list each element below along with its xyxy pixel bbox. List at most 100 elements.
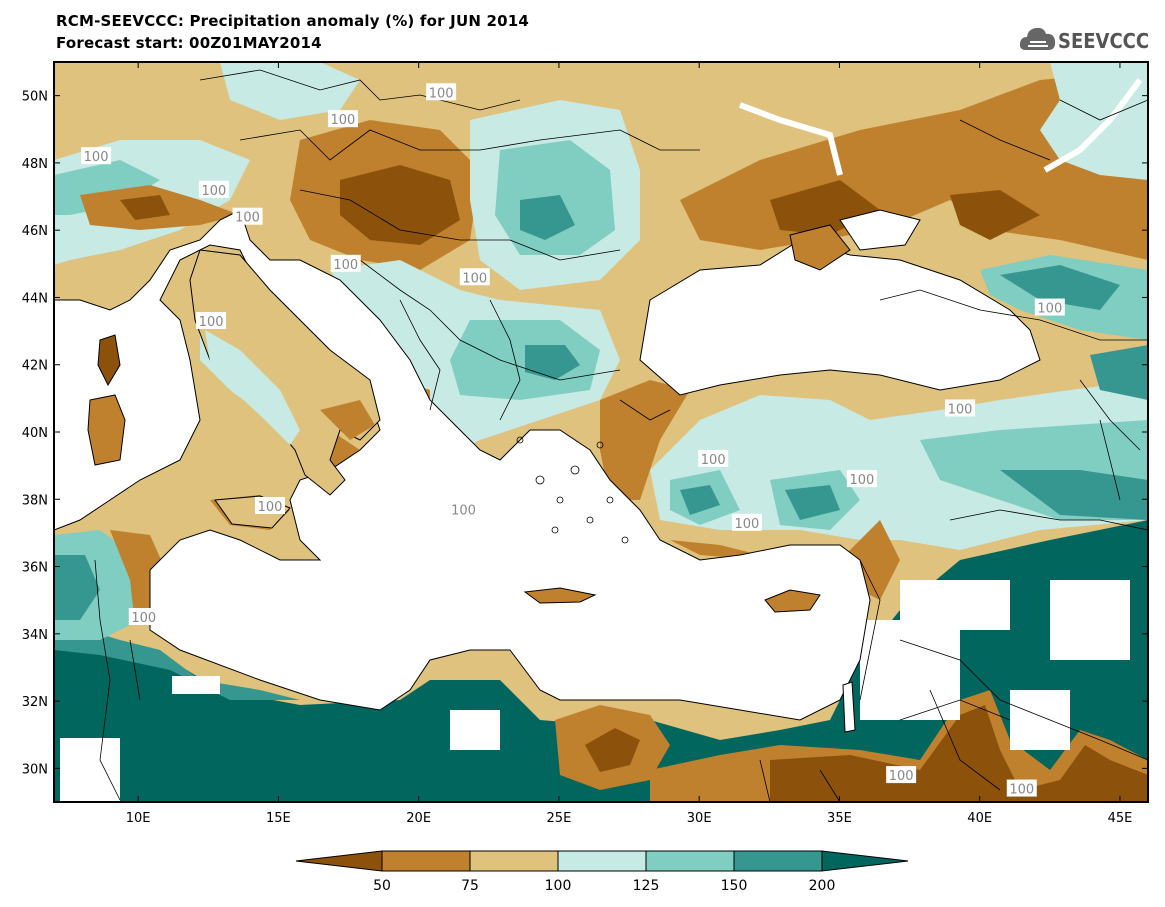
contour-label-bg xyxy=(81,147,112,165)
colorbar-low-arrow xyxy=(295,850,383,872)
egypt-very-dry-region xyxy=(770,705,1148,802)
contour-label-bg xyxy=(327,110,358,128)
corsica-island xyxy=(97,334,121,387)
contour-label-text: 100 xyxy=(701,453,726,468)
contour-label: 100 xyxy=(196,312,227,330)
contour-label-text: 100 xyxy=(199,315,224,330)
romania-strong-wet xyxy=(520,195,575,240)
ukraine-wet-north xyxy=(1040,62,1148,180)
contour-label-text: 100 xyxy=(734,517,759,532)
caucasus-strong-wet xyxy=(1000,265,1148,400)
contour-label-text: 100 xyxy=(235,211,260,226)
lon-tick-label: 30E xyxy=(687,811,712,826)
contour-label: 100 xyxy=(731,513,762,532)
contour-label-text: 100 xyxy=(131,611,156,626)
lat-tick-label: 46N xyxy=(22,224,48,239)
river-dnieper xyxy=(738,78,1143,176)
ukraine-very-dry xyxy=(770,180,1040,240)
contour-label-bg xyxy=(1006,779,1037,797)
aegean-islands xyxy=(516,436,629,544)
contour-label-bg xyxy=(731,513,762,531)
contour-labels: 100 100 100 100 100 100 100 100 100 100 100 100 100 1… xyxy=(81,83,1065,798)
lon-tick-label: 20E xyxy=(406,811,431,826)
contour-label-bg xyxy=(945,399,976,417)
contour-label-text: 100 xyxy=(1009,783,1034,798)
italy-dry-heel xyxy=(320,400,375,440)
crete-island xyxy=(523,587,597,604)
sea-of-azov xyxy=(839,209,921,251)
country-borders xyxy=(94,69,1148,802)
contour-label: 100 xyxy=(459,268,490,286)
contour-label-text: 100 xyxy=(84,150,109,165)
lat-tick-label: 36N xyxy=(22,561,48,576)
contour-label: 100 xyxy=(330,254,361,273)
contour-label-bg xyxy=(846,470,877,488)
contour-label: 100 xyxy=(448,500,479,518)
contour-label-text: 100 xyxy=(451,503,476,518)
dead-sea xyxy=(842,681,856,733)
lat-tick-label: 44N xyxy=(22,291,48,306)
contour-label: 100 xyxy=(1006,779,1037,798)
lat-tick-label: 34N xyxy=(22,628,48,643)
colorbar: 50 75 100 125 150 200 xyxy=(295,850,909,894)
colorbar-label: 100 xyxy=(545,878,572,894)
contour-label-bg xyxy=(698,449,729,467)
contour-label-bg xyxy=(198,180,229,198)
latitude-axis: 50N 48N 46N 44N 42N 40N 38N 36N 34N 32N 30N xyxy=(22,90,1148,777)
seevccc-logo: SEEVCCC xyxy=(1018,22,1150,58)
contour-label: 100 xyxy=(81,147,112,165)
contour-label: 100 xyxy=(426,83,457,101)
lon-tick-label: 40E xyxy=(967,811,992,826)
contour-label-bg xyxy=(232,207,263,225)
contour-label-text: 100 xyxy=(889,769,914,784)
contour-label: 100 xyxy=(1034,298,1065,317)
contour-label: 100 xyxy=(254,497,285,515)
colorbar-segment xyxy=(645,850,735,872)
colorbar-label: 75 xyxy=(461,878,479,894)
lat-tick-label: 42N xyxy=(22,359,48,374)
contour-label-text: 100 xyxy=(1037,302,1062,317)
colorbar-segment xyxy=(733,850,823,872)
alps-moderate-wet xyxy=(54,160,160,215)
contour-label: 100 xyxy=(327,110,358,128)
lat-tick-label: 32N xyxy=(22,695,48,710)
contour-label-bg xyxy=(330,254,361,272)
contour-label-bg xyxy=(254,497,285,514)
balkans-strong-wet xyxy=(525,345,580,380)
contour-label-text: 100 xyxy=(462,271,487,286)
contour-label-bg xyxy=(196,312,227,329)
contour-label-text: 100 xyxy=(429,86,454,101)
contour-label-bg xyxy=(459,268,490,286)
contour-label-bg xyxy=(448,500,479,518)
contour-label: 100 xyxy=(198,180,229,199)
central-europe-wet xyxy=(220,62,360,120)
contour-label: 100 xyxy=(128,608,159,626)
crimea xyxy=(789,224,851,271)
turkey-dry-west xyxy=(600,380,690,500)
lon-tick-label: 45E xyxy=(1108,811,1133,826)
tunisia-strong-wet xyxy=(54,555,100,620)
contour-label: 100 xyxy=(886,766,917,784)
colorbar-segment xyxy=(469,850,559,872)
lon-tick-label: 15E xyxy=(266,811,291,826)
lat-tick-label: 48N xyxy=(22,157,48,172)
contour-label-bg xyxy=(1034,298,1065,316)
colorbar-label: 200 xyxy=(809,878,836,894)
cyprus-island xyxy=(764,589,821,613)
turkey-strong-wet xyxy=(680,470,1148,520)
colorbar-segment xyxy=(381,850,471,872)
contour-label-text: 100 xyxy=(331,113,356,128)
logo-text: SEEVCCC xyxy=(1058,29,1150,53)
contour-label-text: 100 xyxy=(201,184,226,199)
contour-label-text: 100 xyxy=(849,473,874,488)
longitude-axis: 10E 15E 20E 25E 30E 35E 40E 45E xyxy=(126,62,1133,826)
contour-label-bg xyxy=(426,83,457,101)
africa-wet-edge xyxy=(54,620,300,700)
lon-tick-label: 35E xyxy=(827,811,852,826)
missing-data-blocks xyxy=(60,580,1130,802)
libya-very-dry-patch xyxy=(585,728,640,772)
lat-tick-label: 38N xyxy=(22,493,48,508)
lat-tick-label: 50N xyxy=(22,90,48,105)
contour-label: 100 xyxy=(232,207,263,226)
